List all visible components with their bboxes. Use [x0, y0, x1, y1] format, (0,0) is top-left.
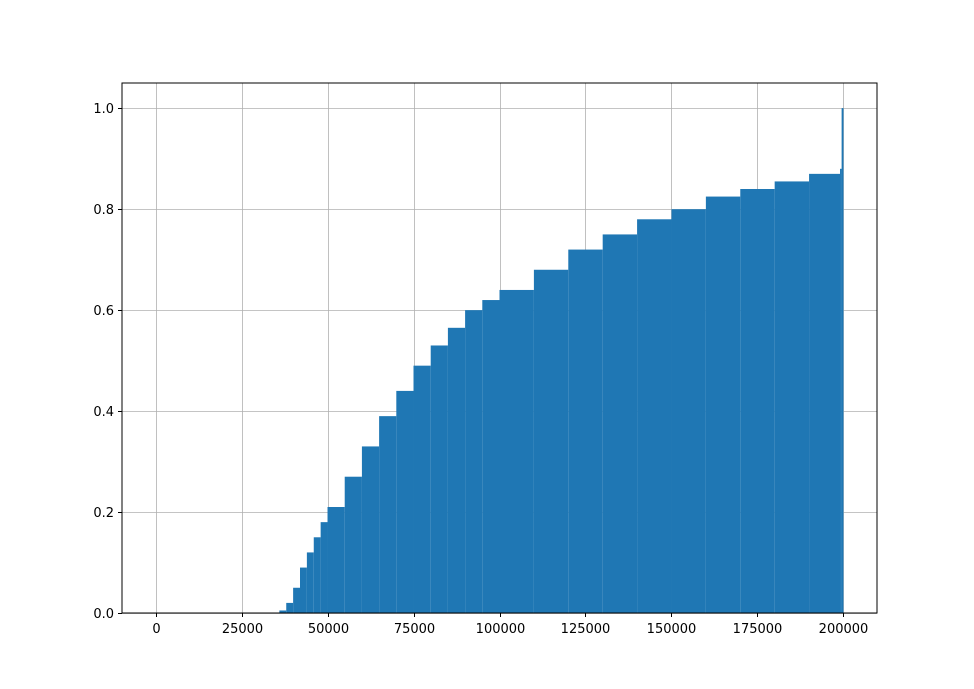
histogram-bar	[396, 390, 414, 613]
histogram-bar	[430, 345, 448, 613]
histogram-bar	[840, 168, 842, 614]
histogram-bar	[705, 196, 741, 614]
x-tick-label: 0	[152, 622, 160, 637]
x-axis: 0 25000 50000 75000 100000 125000 150000 175000…	[152, 613, 868, 637]
y-tick-label: 0.6	[93, 304, 114, 319]
x-tick-label: 200000	[819, 622, 869, 637]
histogram-bar	[306, 552, 314, 613]
x-tick-label: 25000	[222, 622, 263, 637]
histogram-bar	[320, 522, 328, 613]
histogram-bar	[447, 327, 466, 613]
histogram-bar	[361, 446, 380, 613]
histogram-bar	[413, 365, 431, 613]
histogram-bar	[465, 310, 483, 613]
histogram-bar	[740, 189, 775, 613]
histogram-bar	[379, 416, 397, 613]
histogram-bar	[344, 476, 362, 613]
x-tick-label: 125000	[561, 622, 611, 637]
histogram-bar	[279, 610, 287, 613]
histogram-bar	[637, 219, 672, 614]
x-tick-label: 175000	[733, 622, 783, 637]
y-tick-label: 0.8	[93, 203, 114, 218]
histogram-bar	[671, 209, 706, 613]
histogram-bar	[300, 567, 307, 613]
histogram-bar	[841, 108, 844, 613]
histogram-bar	[809, 173, 841, 613]
x-tick-label: 75000	[394, 622, 435, 637]
histogram-bar	[313, 537, 321, 613]
y-tick-label: 0.2	[93, 506, 114, 521]
histogram-bar	[499, 289, 534, 613]
histogram-bar	[568, 249, 603, 614]
y-axis: 0.0 0.2 0.4 0.6 0.8 1.0	[93, 102, 122, 622]
histogram-bar	[286, 602, 294, 613]
y-tick-label: 0.0	[93, 607, 114, 622]
histogram-bar	[774, 181, 810, 613]
y-tick-label: 0.4	[93, 405, 114, 420]
x-tick-label: 50000	[308, 622, 349, 637]
x-tick-label: 150000	[647, 622, 697, 637]
plot-frame	[121, 82, 878, 614]
histogram-bar	[533, 269, 569, 613]
histogram-bar	[482, 300, 500, 613]
x-tick-label: 100000	[476, 622, 526, 637]
histogram-bars	[279, 108, 844, 614]
histogram-bar	[327, 507, 345, 613]
histogram-bar	[293, 587, 301, 613]
histogram-bar	[602, 234, 638, 613]
y-tick-label: 1.0	[93, 102, 114, 117]
